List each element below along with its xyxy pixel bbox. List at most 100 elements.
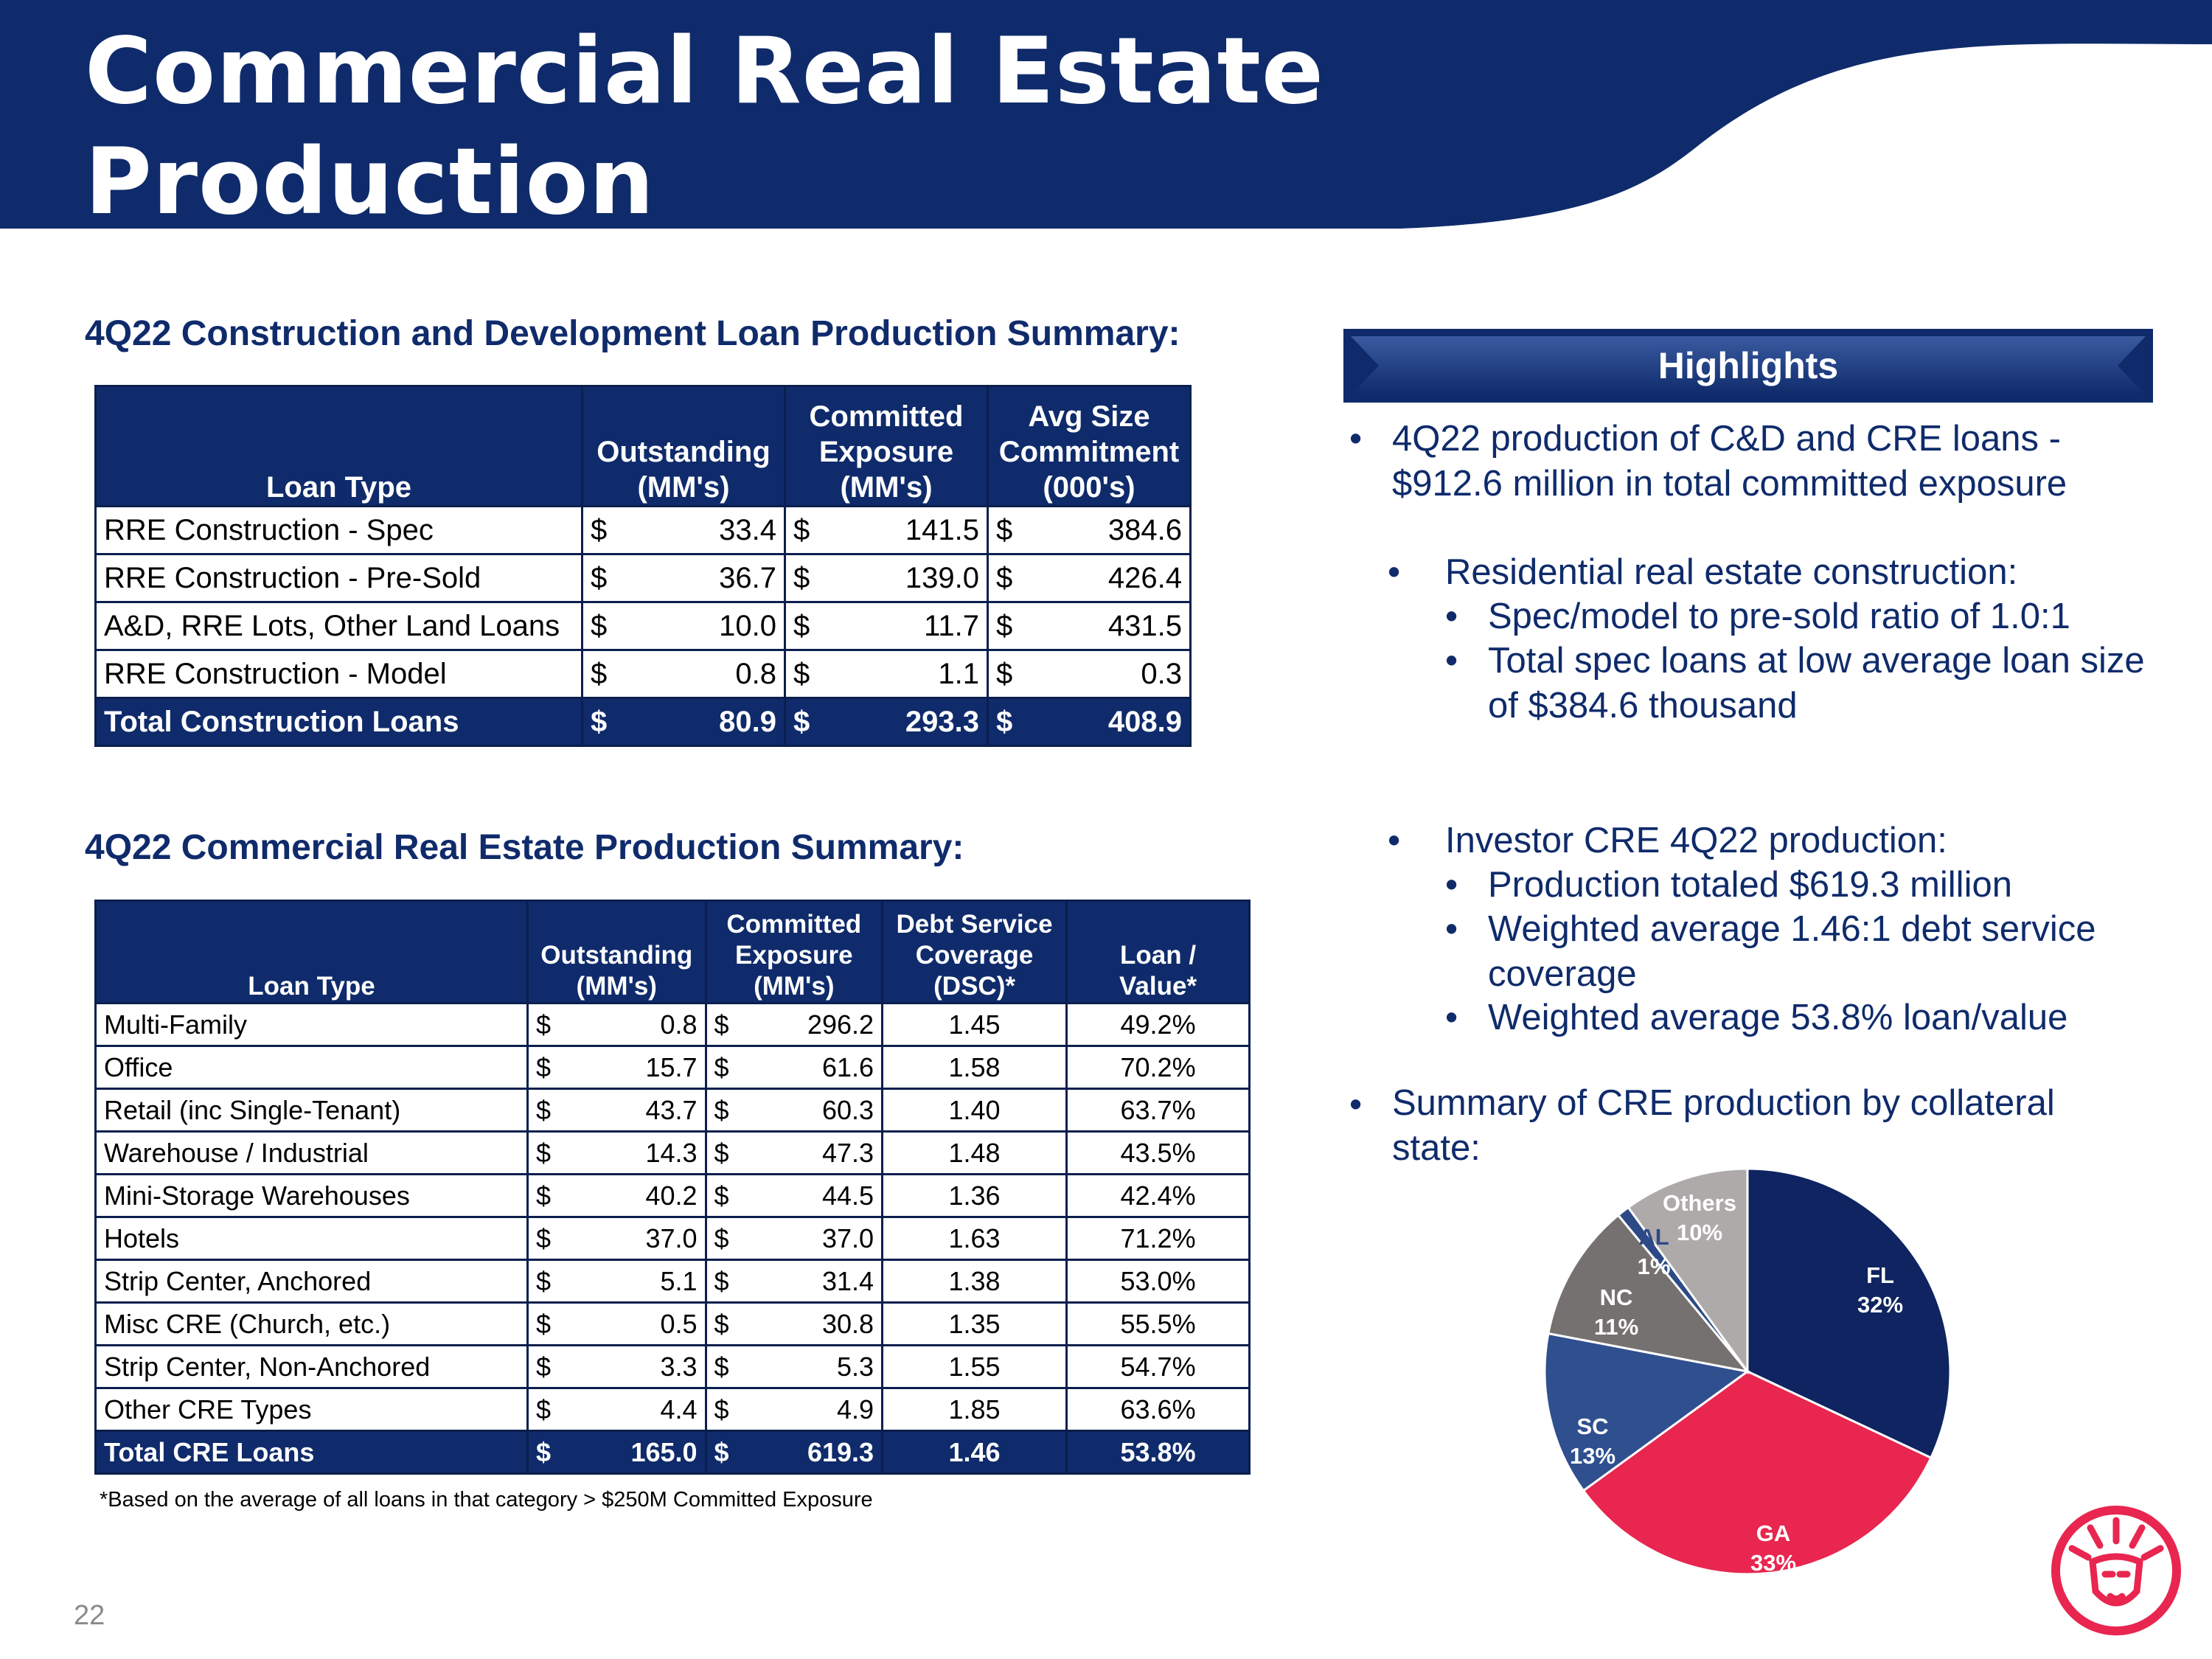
cell-currency: $ [581,553,621,603]
cell-ltv: 49.2% [1065,1002,1251,1047]
cell-outstanding: 0.5 [558,1301,707,1346]
table-row: Multi-Family $0.8 $296.2 1.45 49.2% [94,1002,1251,1047]
cell-outstanding: 40.2 [558,1173,707,1218]
cell-loan-type: Mini-Storage Warehouses [94,1173,529,1218]
cell-currency: $ [987,553,1026,603]
bullet-dot: • [1388,552,1401,592]
cell-loan-type: Office [94,1045,529,1090]
pie-pct-ga: 33% [1750,1550,1796,1576]
cell-committed: 61.6 [736,1045,884,1090]
cell-outstanding: 0.8 [558,1002,707,1047]
table-row: Mini-Storage Warehouses $40.2 $44.5 1.36 42.… [94,1173,1251,1218]
cell-currency: $ [704,1002,737,1047]
cell-dsc: 1.55 [881,1344,1068,1389]
cell-currency: $ [784,601,824,651]
cell-ltv: 43.5% [1065,1130,1251,1175]
pie-label-fl: FL [1866,1262,1894,1288]
cell-currency: $ [526,1259,559,1304]
cell-outstanding: 43.7 [558,1088,707,1133]
bullet-dot: • [1388,821,1401,860]
total-row: Total CRE Loans $165.0 $619.3 1.46 53.8% [94,1430,1251,1475]
cell-outstanding: 3.3 [558,1344,707,1389]
bullet-dot: • [1445,865,1458,905]
cell-committed: 293.3 [823,697,989,747]
cell-currency: $ [526,1301,559,1346]
highlight-dsc: Weighted average 1.46:1 debt service cove… [1488,909,2096,994]
cell-dsc: 1.58 [881,1045,1068,1090]
table-row: RRE Construction - Pre-Sold $36.7 $139.0 $4… [94,553,1192,603]
cell-currency: $ [987,601,1026,651]
cell-outstanding: 36.7 [620,553,786,603]
title-banner [0,0,2212,229]
cell-currency: $ [704,1387,737,1432]
highlight-spec-size: Total spec loans at low average loan siz… [1488,641,2145,726]
bullet-dot: • [1445,909,1458,949]
cd-loan-table: Loan Type Outstanding (MM's) Committed E… [94,385,1192,747]
cell-currency: $ [987,697,1026,747]
pie-label-nc: NC [1600,1284,1633,1310]
cell-loan-type: RRE Construction - Model [94,649,583,699]
cell-dsc: 1.35 [881,1301,1068,1346]
cell-loan-type: Strip Center, Non-Anchored [94,1344,529,1389]
header-dsc: Debt Service Coverage (DSC)* [881,900,1068,1004]
cell-outstanding: 0.8 [620,649,786,699]
pie-label-ga: GA [1756,1520,1791,1546]
cell-ltv: 53.8% [1065,1430,1251,1475]
table-header-row: Loan Type Outstanding (MM's) Committed E… [94,900,1251,1004]
cell-loan-type: Strip Center, Anchored [94,1259,529,1304]
page-number: 22 [74,1600,105,1631]
cell-currency: $ [704,1088,737,1133]
cell-currency: $ [704,1173,737,1218]
cell-outstanding: 37.0 [558,1216,707,1261]
cell-dsc: 1.40 [881,1088,1068,1133]
cell-outstanding: 80.9 [620,697,786,747]
cell-outstanding: 4.4 [558,1387,707,1432]
lion-logo-icon [2051,1506,2181,1635]
bullet-dot: • [1445,998,1458,1037]
cell-currency: $ [526,1430,559,1475]
pie-label-others: Others [1663,1190,1736,1216]
cell-committed: 296.2 [736,1002,884,1047]
header-outstanding: Outstanding (MM's) [581,385,786,507]
cell-currency: $ [704,1216,737,1261]
cell-currency: $ [784,505,824,555]
highlights-header-box [1343,329,2153,403]
cell-avg: 384.6 [1026,505,1192,555]
highlight-production-total: Production totaled $619.3 million [1488,865,2012,905]
cell-outstanding: 33.4 [620,505,786,555]
highlights-label: Highlights [1658,345,1839,386]
pie-pct-others: 10% [1677,1220,1722,1245]
cell-ltv: 63.6% [1065,1387,1251,1432]
pie-slice-others [1627,1167,1749,1375]
cre-section-title: 4Q22 Commercial Real Estate Production S… [85,828,964,867]
cell-avg: 408.9 [1026,697,1192,747]
table-row: Misc CRE (Church, etc.) $0.5 $30.8 1.35 55.5… [94,1301,1251,1346]
cell-loan-type: Misc CRE (Church, etc.) [94,1301,529,1346]
cell-currency: $ [526,1130,559,1175]
cell-currency: $ [526,1387,559,1432]
pie-pct-al: 1% [1638,1253,1671,1279]
footnote: *Based on the average of all loans in th… [100,1488,873,1512]
cell-committed: 141.5 [823,505,989,555]
cell-committed: 139.0 [823,553,989,603]
pie-pct-fl: 32% [1857,1292,1903,1318]
cell-outstanding: 10.0 [620,601,786,651]
pie-slice-ga [1582,1370,1933,1576]
table-row: Strip Center, Anchored $5.1 $31.4 1.38 53.0% [94,1259,1251,1304]
header-ltv: Loan / Value* [1065,900,1251,1004]
cell-outstanding: 5.1 [558,1259,707,1304]
cell-dsc: 1.63 [881,1216,1068,1261]
cell-currency: $ [704,1430,737,1475]
pie-pct-sc: 13% [1570,1443,1615,1469]
table-row: Hotels $37.0 $37.0 1.63 71.2% [94,1216,1251,1261]
cell-loan-type: Hotels [94,1216,529,1261]
cell-loan-type: Other CRE Types [94,1387,529,1432]
pie-slice-fl [1746,1167,1952,1460]
cell-avg: 431.5 [1026,601,1192,651]
table-row: Warehouse / Industrial $14.3 $47.3 1.48 43.5… [94,1130,1251,1175]
cell-committed: 619.3 [736,1430,884,1475]
cell-loan-type: RRE Construction - Pre-Sold [94,553,583,603]
total-row: Total Construction Loans $80.9 $293.3 $408.… [94,697,1192,747]
cell-loan-type: Total CRE Loans [94,1430,529,1475]
cell-outstanding: 165.0 [558,1430,707,1475]
